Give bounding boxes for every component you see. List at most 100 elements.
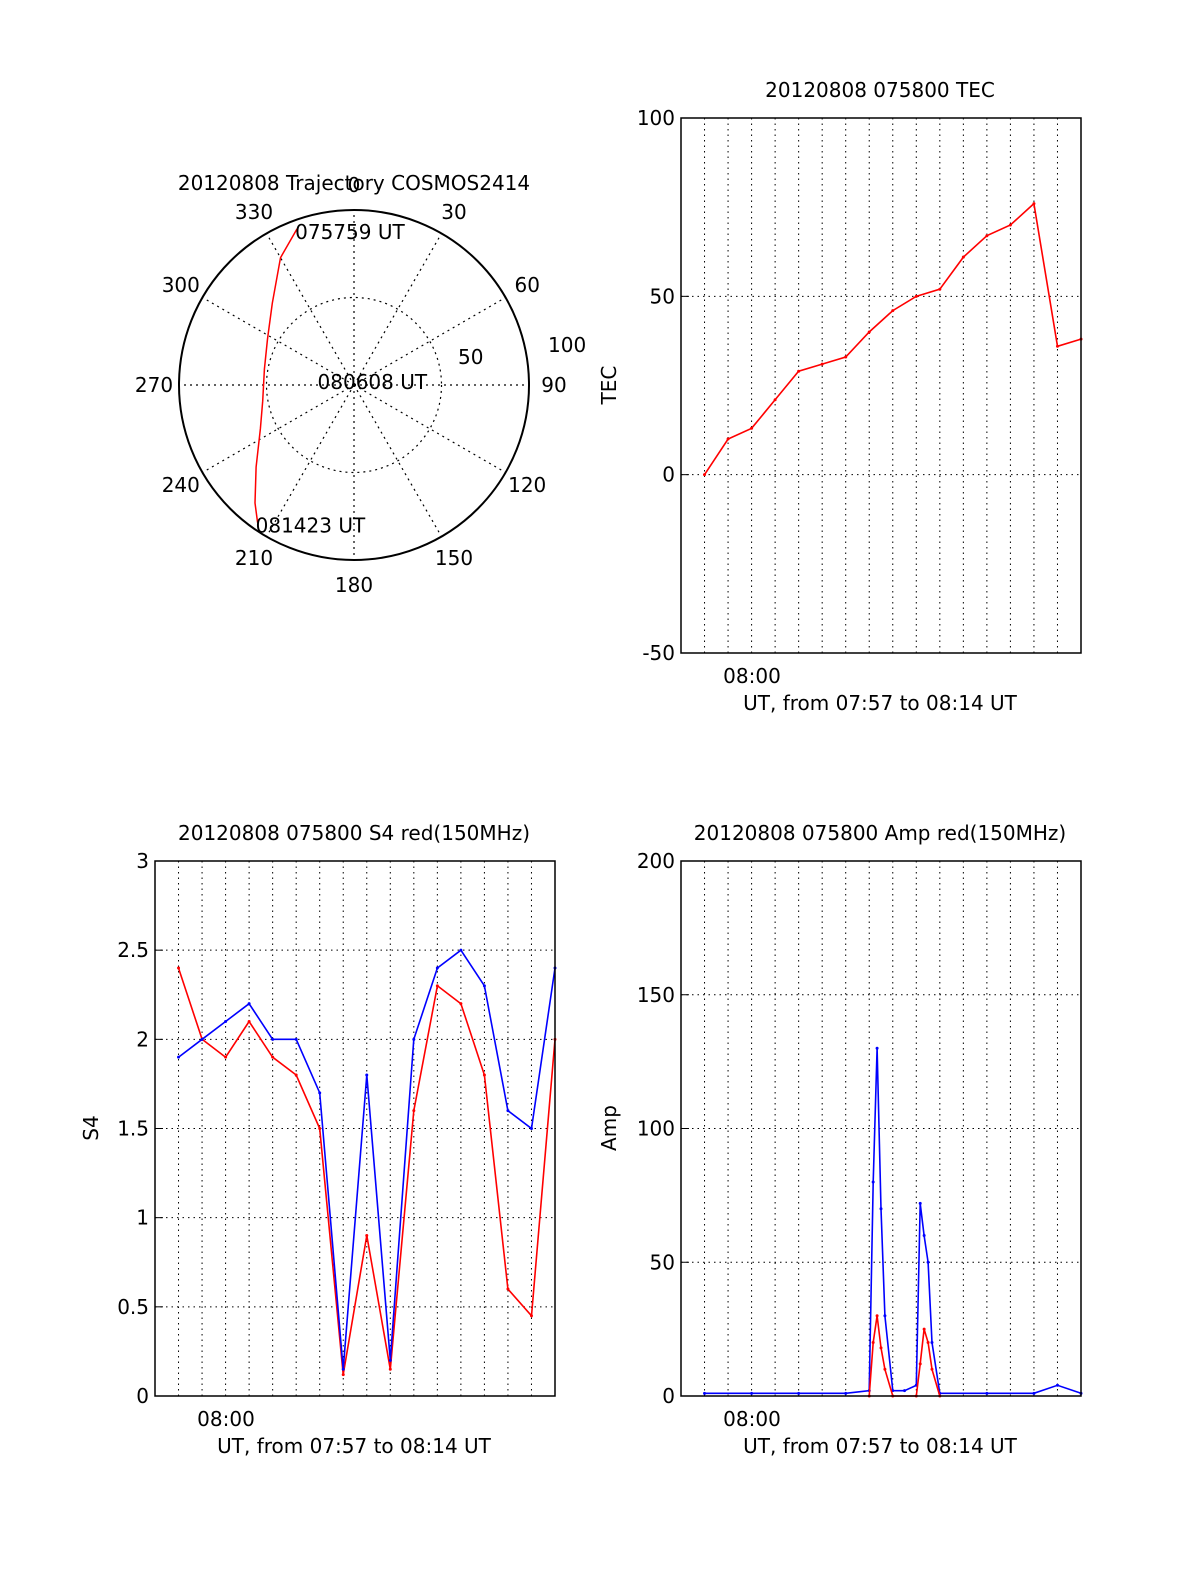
p3-series-1-point: [271, 1037, 275, 1041]
p3-series-1-point: [506, 1109, 510, 1113]
p3-series-1-point: [435, 966, 439, 970]
p4-series-0-point: [1032, 1391, 1036, 1395]
s4-panel: 20120808 075800 S4 red(150MHz) 0 0.5 1 1.5 2…: [79, 821, 557, 1458]
p4-y-tick-label: 50: [650, 1250, 675, 1274]
p3-y-tick-label: 2: [136, 1027, 149, 1051]
amp-series-layer: [703, 1046, 1083, 1398]
p4-series-0-point: [703, 1391, 707, 1395]
p4-series-0-point: [918, 1201, 922, 1205]
radius-label-50: 50: [458, 345, 483, 369]
p4-y-tick-label: 200: [637, 849, 675, 873]
s4-x-tick-0800: 08:00: [197, 1407, 255, 1431]
p2-series-0-point: [820, 362, 824, 366]
p2-series-0-point: [726, 437, 730, 441]
polar-spoke: [353, 233, 443, 386]
p3-series-0-point: [341, 1373, 345, 1377]
s4-x-axis-label: UT, from 07:57 to 08:14 UT: [217, 1434, 492, 1458]
p2-series-0-point: [914, 294, 918, 298]
angle-label-60: 60: [514, 273, 539, 297]
s4-y-axis-label: S4: [79, 1115, 103, 1140]
trajectory-annotation-1: 080608 UT: [318, 370, 428, 394]
p3-y-tick-label: 3: [136, 849, 149, 873]
s4-plot-frame: [154, 860, 556, 1397]
p4-series-1-point: [918, 1362, 922, 1366]
p4-series-0-point: [883, 1314, 887, 1318]
p2-series-0-point: [773, 398, 777, 402]
polar-spoke: [265, 384, 355, 537]
p4-series-0-point: [750, 1391, 754, 1395]
p3-series-1-point: [200, 1037, 204, 1041]
trajectory-layer: [254, 228, 298, 523]
angle-label-0: 0: [348, 173, 361, 197]
p2-y-tick-label: 0: [662, 463, 675, 487]
polar-spoke: [353, 384, 506, 474]
p2-series-0-point: [703, 473, 707, 477]
p2-series-0-point: [961, 255, 965, 259]
s4-y-ticks: 0 0.5 1 1.5 2 2.5 3: [117, 849, 163, 1408]
p4-series-1-point: [930, 1367, 934, 1371]
polar-spoke: [353, 296, 506, 386]
p3-y-tick-label: 0.5: [117, 1295, 149, 1319]
p4-series-1-point: [926, 1341, 930, 1344]
p4-y-tick-label: 150: [637, 983, 675, 1007]
p3-y-tick-label: 0: [136, 1384, 149, 1408]
radius-label-100: 100: [548, 333, 586, 357]
p3-series-0-point: [506, 1287, 510, 1291]
p3-series-1-point: [247, 1002, 251, 1006]
p4-series-0-point: [930, 1341, 934, 1344]
tec-title: 20120808 075800 TEC: [765, 78, 995, 102]
p2-series-0-point: [797, 369, 801, 373]
p3-series-0-point: [412, 1109, 416, 1113]
angle-label-120: 120: [508, 473, 546, 497]
p2-series-0-point: [891, 309, 895, 313]
amp-plot-frame: [680, 860, 1082, 1397]
p3-series-1-point: [459, 948, 463, 952]
p2-series-0-point: [938, 287, 942, 291]
p4-series-0-point: [922, 1234, 926, 1237]
p4-series-0-point: [844, 1391, 848, 1395]
polar-spoke: [202, 384, 355, 474]
p2-y-tick-label: -50: [642, 641, 675, 665]
p3-series-1-point: [177, 1055, 181, 1059]
amp-y-axis-label: Amp: [597, 1105, 621, 1151]
p3-series-0-point: [247, 1020, 251, 1023]
p4-series-1-point: [883, 1367, 887, 1371]
p3-series-0-point: [529, 1314, 533, 1318]
p3-series-0-point: [271, 1055, 275, 1059]
tec-y-ticks: -50 0 50 100: [637, 106, 689, 665]
angle-label-270: 270: [135, 373, 173, 397]
amp-panel: 20120808 075800 Amp red(150MHz) 0 50 100 15…: [597, 821, 1083, 1458]
angle-label-330: 330: [235, 200, 273, 224]
angle-label-150: 150: [435, 546, 473, 570]
p4-series-0-point: [797, 1391, 801, 1395]
p4-series-1-line: [868, 1315, 941, 1397]
angle-labels: 0 30 60 90 120 150 180 210 240 270 300 330: [135, 173, 567, 597]
p4-series-0-point: [985, 1391, 989, 1395]
p2-y-tick-label: 50: [650, 284, 675, 308]
trajectory-title: 20120808 Trajectory COSMOS2414: [178, 171, 530, 195]
angle-label-30: 30: [441, 200, 466, 224]
p4-series-1-point: [871, 1341, 875, 1344]
p3-series-0-point: [177, 966, 181, 970]
angle-label-210: 210: [235, 546, 273, 570]
polar-spoke: [202, 296, 355, 386]
p4-y-tick-label: 0: [662, 1384, 675, 1408]
amp-grid: [681, 861, 1081, 1396]
p3-series-0-point: [224, 1055, 228, 1059]
s4-grid: [155, 861, 555, 1396]
p4-series-0-point: [1055, 1383, 1059, 1387]
p4-series-0-line: [704, 1048, 1082, 1395]
p4-series-0-point: [903, 1389, 907, 1393]
tec-series-layer: [703, 202, 1083, 477]
p4-series-0-point: [926, 1260, 930, 1264]
tec-plot-frame: [680, 117, 1082, 654]
p3-series-0-point: [459, 1002, 463, 1006]
amp-x-axis-label: UT, from 07:57 to 08:14 UT: [743, 1434, 1018, 1458]
tec-grid: [681, 118, 1081, 653]
p3-y-tick-label: 2.5: [117, 938, 149, 962]
trajectory-annotations: 075759 UT 080608 UT 081423 UT: [256, 220, 428, 538]
amp-y-ticks: 0 50 100 150 200: [637, 849, 689, 1408]
angle-label-240: 240: [162, 473, 200, 497]
p3-y-tick-label: 1.5: [117, 1117, 149, 1141]
